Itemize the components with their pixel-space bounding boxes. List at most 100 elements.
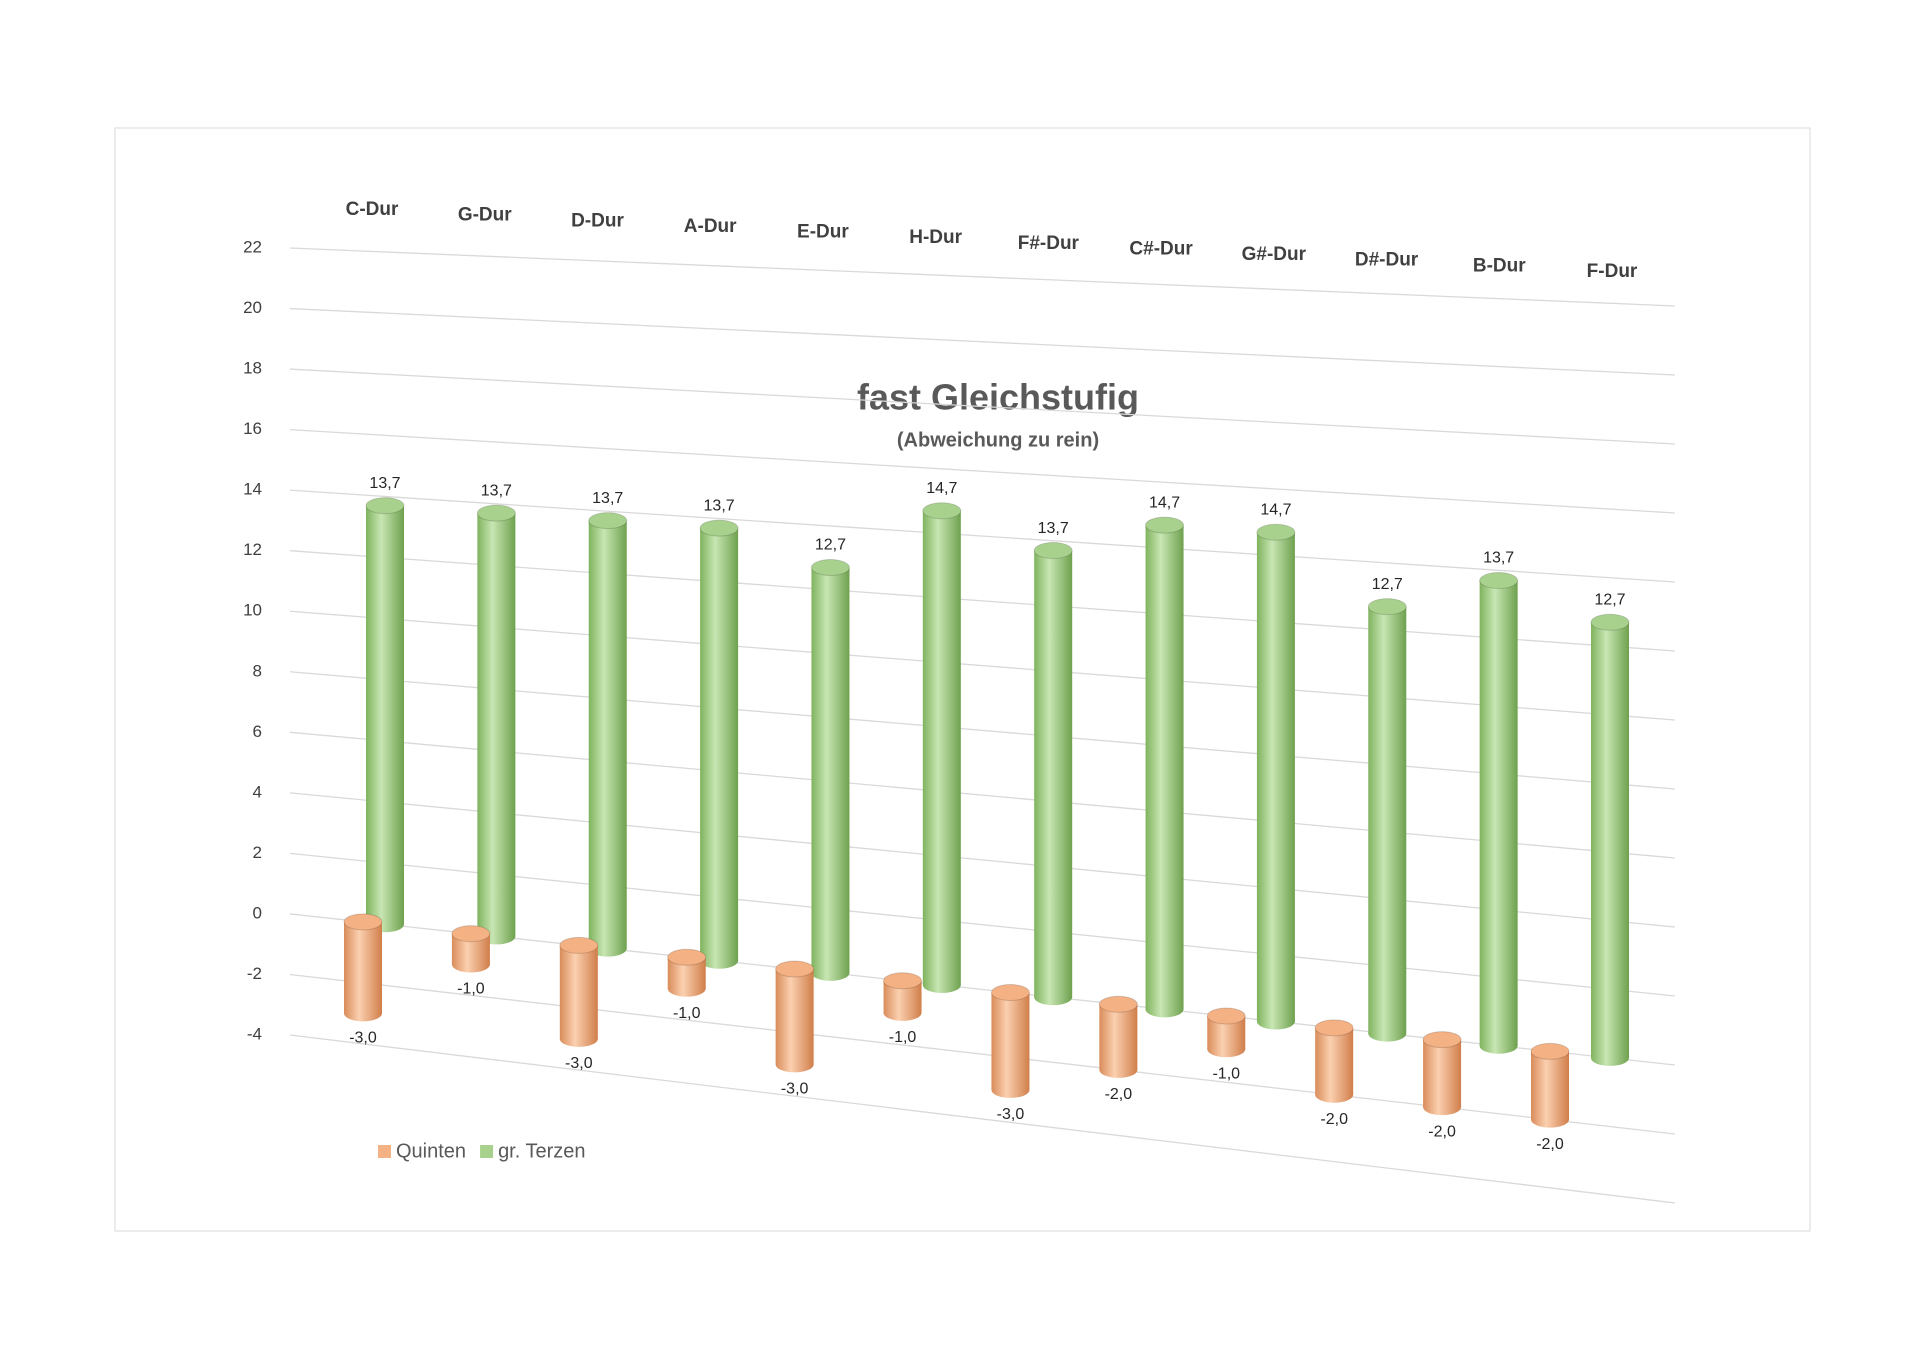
legend-label: gr. Terzen (498, 1140, 585, 1162)
x-tick-label: C#-Dur (1129, 238, 1193, 259)
bar-cap (883, 972, 923, 990)
x-tick-label: F#-Dur (1018, 233, 1080, 254)
data-label: 13,7 (1483, 550, 1514, 567)
legend-swatch (480, 1145, 494, 1158)
bar-cap (699, 519, 739, 537)
grid-line (289, 852, 1676, 997)
bar-cap (588, 512, 628, 530)
bar (1099, 1004, 1138, 1070)
bar (1531, 1051, 1569, 1120)
bar-cap (990, 984, 1030, 1002)
x-tick-label: D#-Dur (1355, 250, 1419, 271)
bar (1479, 580, 1518, 1046)
x-tick-label: C-Dur (346, 199, 399, 220)
bar (1145, 525, 1184, 1010)
bar (366, 505, 404, 925)
bar (1315, 1027, 1354, 1095)
data-label: 12,7 (1594, 592, 1625, 609)
y-tick-label: 18 (243, 359, 262, 378)
y-tick-label: 2 (253, 843, 262, 862)
y-tick-label: 22 (243, 237, 262, 256)
bar-cap (667, 948, 707, 966)
bar-cap (476, 504, 516, 522)
y-tick-label: 16 (243, 419, 262, 438)
bar (588, 520, 627, 949)
data-label: -2,0 (1105, 1086, 1133, 1103)
legend-swatch (378, 1145, 391, 1158)
bar-cap (559, 936, 599, 954)
grid-line (289, 610, 1676, 721)
grid-line (289, 247, 1676, 307)
data-label: -1,0 (889, 1029, 917, 1046)
legend-label: Quinten (396, 1140, 466, 1162)
x-tick-label: H-Dur (909, 227, 962, 248)
y-tick-label: 6 (253, 722, 262, 741)
data-label: -3,0 (349, 1030, 377, 1047)
x-tick-label: A-Dur (684, 216, 737, 237)
data-label: -2,0 (1320, 1111, 1348, 1128)
bar (700, 528, 739, 961)
bar (559, 945, 598, 1039)
data-label: -3,0 (565, 1055, 593, 1072)
grid-line (289, 1034, 1676, 1204)
data-label: -2,0 (1536, 1136, 1564, 1153)
bar-cap (343, 913, 383, 931)
y-tick-label: -4 (247, 1024, 262, 1043)
y-tick-label: 12 (243, 540, 262, 559)
x-tick-label: F-Dur (1587, 261, 1638, 282)
bar-cap (1530, 1042, 1570, 1060)
chart-title: fast Gleichstufig (857, 377, 1139, 418)
bar-cap (775, 960, 815, 978)
grid-line (289, 368, 1676, 445)
grid-line (289, 489, 1676, 583)
bar (775, 968, 814, 1065)
bar-cap (365, 497, 405, 515)
data-label: 13,7 (592, 490, 623, 507)
bar (1423, 1039, 1462, 1108)
y-tick-label: 14 (243, 480, 262, 499)
data-label: 13,7 (1038, 520, 1069, 537)
data-label: 12,7 (815, 537, 846, 554)
bar-cap (810, 558, 850, 576)
bar (1034, 550, 1073, 998)
data-label: -2,0 (1428, 1123, 1456, 1140)
y-tick-label: 0 (253, 903, 262, 922)
bar-cap (1206, 1007, 1246, 1025)
chart-subtitle: (Abweichung zu rein) (897, 429, 1099, 451)
y-tick-label: 20 (243, 298, 262, 317)
data-label: -3,0 (997, 1106, 1025, 1123)
bar-cap (1256, 523, 1296, 541)
data-label: 13,7 (481, 482, 512, 499)
grid-line (289, 550, 1676, 652)
bar (922, 510, 961, 986)
bar (1591, 622, 1629, 1058)
data-label: -1,0 (457, 981, 485, 998)
x-tick-label: D-Dur (571, 210, 624, 231)
y-tick-label: -2 (247, 964, 262, 983)
data-label: 12,7 (1372, 576, 1403, 593)
grid-line (289, 792, 1676, 928)
bar (811, 567, 850, 973)
bar (477, 513, 516, 937)
x-tick-label: G-Dur (458, 205, 512, 226)
bar-cap (1590, 613, 1630, 631)
x-tick-label: B-Dur (1473, 255, 1526, 276)
bar (1368, 606, 1407, 1034)
x-tick-label: E-Dur (797, 222, 849, 243)
bar-cap (1033, 542, 1073, 560)
data-label: 14,7 (926, 480, 957, 497)
data-label: 13,7 (704, 497, 735, 514)
bar-cap (451, 925, 491, 943)
bar-cap (1422, 1031, 1462, 1049)
bar-cap (1098, 995, 1138, 1013)
data-label: 14,7 (1149, 494, 1180, 511)
grid-line (289, 731, 1676, 859)
bar (344, 921, 382, 1014)
x-tick-label: G#-Dur (1242, 244, 1307, 265)
bar (991, 992, 1030, 1090)
y-tick-label: 4 (253, 782, 262, 801)
y-tick-label: 8 (253, 661, 262, 680)
y-tick-label: 10 (243, 601, 262, 620)
